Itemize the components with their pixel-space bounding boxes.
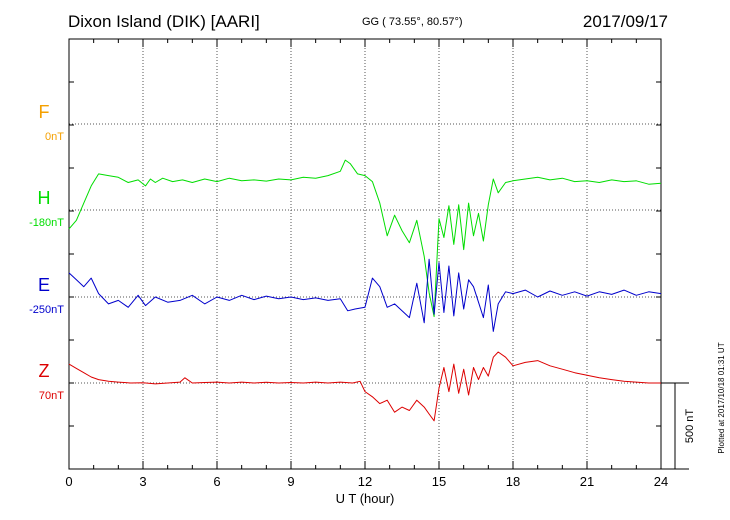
channel-baseline-E: -250nT: [29, 304, 64, 316]
trace-E: [68, 258, 662, 332]
channel-label-F: F: [39, 102, 50, 122]
station-title: Dixon Island (DIK) [AARI]: [68, 12, 260, 31]
x-tick-label-18: 18: [506, 474, 520, 489]
x-tick-label-21: 21: [580, 474, 594, 489]
trace-Z: [68, 351, 661, 422]
x-tick-label-12: 12: [358, 474, 372, 489]
chart-date: 2017/09/17: [582, 12, 668, 31]
plotted-timestamp: Plotted at 2017/10/18 01:31 UT: [717, 342, 726, 453]
x-tick-label-9: 9: [287, 474, 294, 489]
x-axis-label: U T (hour): [336, 491, 395, 506]
plot-frame: [68, 38, 662, 470]
x-tick-label-3: 3: [139, 474, 146, 489]
channel-baseline-F: 0nT: [45, 131, 64, 143]
channel-baseline-H: -180nT: [29, 217, 64, 229]
channel-baseline-Z: 70nT: [39, 390, 64, 402]
channel-label-E: E: [38, 275, 50, 295]
channel-label-H: H: [38, 188, 51, 208]
x-tick-label-0: 0: [65, 474, 72, 489]
data-traces: [68, 159, 662, 422]
trace-H: [68, 159, 662, 318]
grid-lines: [69, 39, 661, 469]
x-tick-label-24: 24: [654, 474, 668, 489]
x-tick-label-6: 6: [213, 474, 220, 489]
channel-labels: F 0nT H -180nT E -250nT Z 70nT: [29, 102, 64, 402]
scale-bar-label: 500 nT: [684, 409, 696, 444]
x-tick-label-15: 15: [432, 474, 446, 489]
x-tick-labels: 0 3 6 9 12 15 18 21 24: [65, 474, 668, 489]
axis-ticks: [68, 38, 662, 470]
scale-bar: 500 nT: [661, 382, 696, 470]
channel-label-Z: Z: [39, 361, 50, 381]
station-coordinates: GG ( 73.55°, 80.57°): [362, 16, 463, 28]
